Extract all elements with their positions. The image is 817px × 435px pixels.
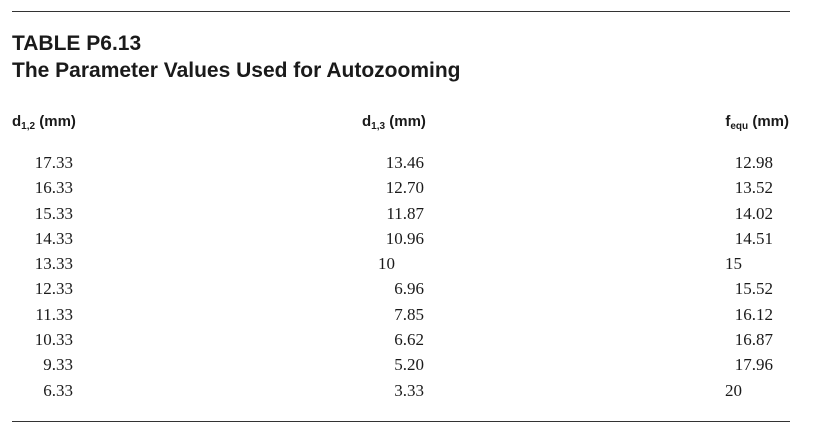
table-cell: 13.52 [734, 178, 773, 198]
table-cell: 16.12 [734, 304, 773, 324]
table-cell: 6.96 [394, 279, 424, 299]
column-fequ: 12.98 13.52 14.02 14.51 15 15.52 16.12 1… [725, 150, 773, 403]
column-d13: 13.46 12.70 11.87 10.96 10 6.96 7.85 6.6… [378, 150, 424, 403]
header-base: d [362, 113, 372, 130]
table-cell: 14.02 [734, 203, 773, 223]
column-header-fequ: fequ (mm) [725, 112, 789, 132]
table-cell: 15.33 [34, 203, 73, 223]
table-label: TABLE P6.13 [12, 32, 142, 55]
table-cell: 13.46 [385, 153, 424, 172]
column-d12: 17.33 16.33 15.33 14.33 13.33 12.33 11.3… [20, 150, 73, 403]
table-cell: 10.96 [385, 228, 424, 248]
header-subscript: 1,3 [371, 121, 386, 132]
header-unit: (mm) [39, 113, 76, 130]
table-cell: 17.96 [734, 355, 773, 375]
header-base: d [12, 113, 22, 130]
table-cell: 14.33 [34, 228, 73, 248]
table-cell: 12.33 [34, 279, 73, 299]
column-header-d13: d1,3 (mm) [362, 112, 426, 132]
header-unit: (mm) [389, 113, 426, 130]
header-base: f [725, 113, 731, 130]
table-cell: 15 [725, 254, 742, 274]
table-cell: 11.33 [35, 304, 73, 324]
table-cell: 16.33 [34, 178, 73, 198]
table-title: The Parameter Values Used for Autozoomin… [12, 59, 461, 82]
header-subscript: 1,2 [21, 121, 36, 132]
table-caption: TABLE P6.13 The Parameter Values Used fo… [12, 30, 461, 84]
bottom-rule [12, 421, 790, 422]
table-cell: 15.52 [734, 279, 773, 299]
table-cell: 17.33 [34, 153, 73, 172]
table-cell: 13.33 [34, 254, 73, 274]
table-cell: 7.85 [394, 304, 424, 324]
table-cell: 6.62 [394, 330, 424, 350]
table-cell: 14.51 [734, 228, 773, 248]
top-rule [12, 11, 790, 12]
table-cell: 10 [378, 254, 395, 274]
table-cell: 20 [725, 380, 742, 400]
table-cell: 16.87 [734, 330, 773, 350]
table-cell: 3.33 [394, 380, 424, 400]
table-cell: 6.33 [43, 380, 73, 400]
table-cell: 12.98 [734, 153, 773, 172]
header-unit: (mm) [752, 113, 789, 130]
table-cell: 10.33 [34, 330, 73, 350]
table-cell: 12.70 [385, 178, 424, 198]
header-subscript: equ [730, 121, 749, 132]
table-cell: 9.33 [43, 355, 73, 375]
table-cell: 11.87 [386, 203, 424, 223]
column-header-d12: d1,2 (mm) [12, 112, 76, 132]
table-cell: 5.20 [394, 355, 424, 375]
